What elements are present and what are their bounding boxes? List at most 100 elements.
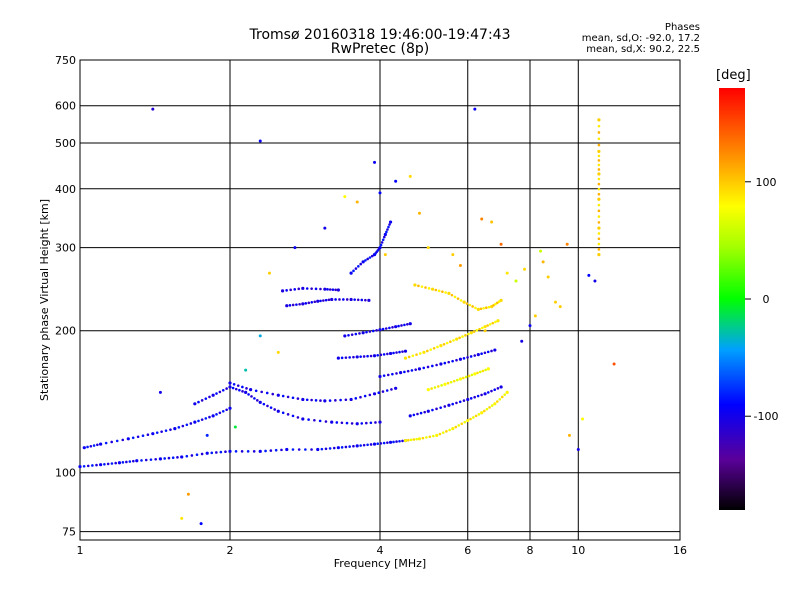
data-point xyxy=(117,461,122,465)
data-point xyxy=(355,200,359,204)
data-point xyxy=(158,390,162,394)
data-point xyxy=(483,351,487,355)
data-point xyxy=(391,372,394,376)
data-point xyxy=(99,463,103,467)
data-point xyxy=(354,267,358,270)
data-point xyxy=(304,302,308,305)
data-point xyxy=(473,354,477,357)
data-point xyxy=(285,289,288,292)
data-point xyxy=(488,406,491,409)
data-point xyxy=(353,298,356,301)
data-point xyxy=(104,441,108,445)
data-point xyxy=(221,409,225,413)
data-point xyxy=(392,351,395,355)
data-point xyxy=(154,457,157,461)
data-point xyxy=(500,395,504,399)
data-point xyxy=(171,456,175,460)
data-point xyxy=(445,341,449,345)
data-point xyxy=(264,449,267,453)
data-point xyxy=(597,242,601,246)
data-point xyxy=(490,220,494,224)
data-point xyxy=(204,397,208,400)
data-point xyxy=(463,420,467,424)
data-point xyxy=(493,402,497,406)
data-point xyxy=(415,437,418,441)
data-point xyxy=(328,288,332,291)
data-point xyxy=(379,243,383,247)
data-point xyxy=(305,287,309,290)
data-point xyxy=(439,406,442,409)
data-point xyxy=(125,460,128,464)
data-point xyxy=(336,446,340,450)
data-point xyxy=(496,400,499,403)
data-point xyxy=(597,187,601,191)
data-point xyxy=(140,459,143,462)
data-point xyxy=(493,348,497,352)
data-point xyxy=(461,376,465,380)
data-point xyxy=(318,419,322,423)
data-point xyxy=(383,232,387,237)
chart-subtitle: RwPretec (8p) xyxy=(330,41,430,57)
x-tick-label: 1 xyxy=(77,544,84,557)
data-point xyxy=(392,440,395,444)
data-point xyxy=(499,385,503,389)
data-point xyxy=(541,260,545,264)
data-point xyxy=(597,163,601,167)
data-point xyxy=(297,448,301,451)
data-point xyxy=(357,265,360,268)
data-point xyxy=(471,305,474,308)
data-point xyxy=(244,390,248,395)
data-point xyxy=(374,421,377,424)
colorbar-unit: [deg] xyxy=(716,68,751,83)
data-point xyxy=(285,304,289,308)
data-point xyxy=(110,440,113,444)
data-point xyxy=(285,447,289,452)
data-point xyxy=(433,386,437,389)
data-point xyxy=(415,353,418,356)
data-point xyxy=(388,440,393,444)
data-point xyxy=(528,324,532,328)
data-point xyxy=(539,249,543,253)
data-point xyxy=(276,409,280,413)
data-point xyxy=(135,459,139,463)
data-point xyxy=(450,293,454,297)
data-point xyxy=(273,408,276,411)
data-point xyxy=(200,399,204,402)
data-point xyxy=(435,433,439,437)
data-point xyxy=(128,460,132,463)
colorbar-tick-label: 0 xyxy=(763,293,770,306)
data-point xyxy=(464,334,467,337)
data-point xyxy=(435,407,438,411)
data-point xyxy=(378,374,382,379)
data-point xyxy=(304,448,307,451)
x-tick-label: 8 xyxy=(527,544,534,557)
data-point xyxy=(386,228,389,231)
data-point xyxy=(185,454,189,458)
data-point xyxy=(195,453,199,456)
data-point xyxy=(417,211,421,215)
data-point xyxy=(474,306,477,310)
data-point xyxy=(388,220,393,224)
data-point xyxy=(369,354,373,358)
data-point xyxy=(234,387,238,391)
data-point xyxy=(210,451,214,455)
data-point xyxy=(451,427,455,431)
data-point xyxy=(441,290,444,294)
data-point xyxy=(446,381,450,385)
data-point xyxy=(597,209,601,213)
data-point xyxy=(390,388,393,391)
data-point xyxy=(597,143,601,147)
data-point xyxy=(281,394,285,398)
data-point xyxy=(269,449,273,452)
data-point xyxy=(305,398,309,402)
data-point xyxy=(474,414,478,418)
data-point xyxy=(409,438,413,442)
data-point xyxy=(436,385,440,388)
data-point xyxy=(258,449,262,453)
data-point xyxy=(368,330,372,333)
data-point xyxy=(155,431,159,434)
data-point xyxy=(369,443,373,446)
y-tick-label: 100 xyxy=(55,467,76,480)
data-point xyxy=(368,393,372,397)
data-point xyxy=(356,298,360,302)
